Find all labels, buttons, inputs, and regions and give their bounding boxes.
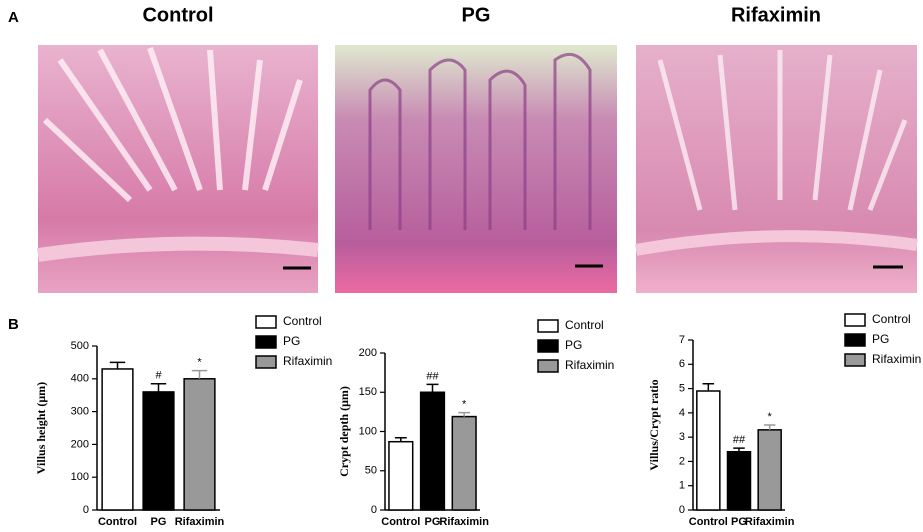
- y-tick-label: 1: [679, 480, 685, 492]
- y-axis-label: Crypt depth (μm): [337, 386, 351, 477]
- significance-label: #: [155, 370, 162, 382]
- legend-swatch: [537, 339, 559, 353]
- bar: [183, 378, 216, 511]
- significance-label: ##: [426, 370, 439, 382]
- bar: [419, 391, 446, 511]
- panel-label: A: [8, 9, 19, 26]
- x-tick-label: Rifaximin: [439, 516, 489, 527]
- x-tick-label: Control: [98, 516, 137, 527]
- legend-swatch: [255, 335, 277, 349]
- bar: [142, 391, 175, 511]
- y-tick-label: 300: [71, 406, 89, 418]
- error-bar: [109, 361, 126, 369]
- bar: [101, 368, 134, 511]
- legend-label: Rifaximin: [872, 352, 921, 366]
- x-tick-label: Rifaximin: [745, 516, 795, 527]
- bar: [451, 415, 477, 511]
- y-tick-label: 0: [371, 504, 377, 516]
- error-bar: [150, 382, 167, 392]
- x-tick-label: PG: [151, 516, 167, 527]
- significance-label: *: [462, 399, 467, 411]
- image-title: Control: [142, 4, 213, 26]
- legend-label: Control: [565, 318, 604, 332]
- image-title: PG: [462, 4, 491, 26]
- y-tick-label: 400: [71, 373, 89, 385]
- legend-label: PG: [565, 338, 582, 352]
- y-tick-label: 0: [83, 504, 89, 516]
- y-tick-label: 6: [679, 358, 685, 370]
- error-bar: [458, 411, 471, 417]
- y-tick-label: 100: [359, 425, 377, 437]
- y-tick-label: 5: [679, 382, 685, 394]
- bar: [757, 429, 782, 511]
- histology-image: [634, 45, 918, 293]
- legend-swatch: [844, 313, 866, 327]
- legend-swatch: [844, 333, 866, 347]
- x-tick-label: PG: [425, 516, 441, 527]
- y-tick-label: 50: [365, 465, 377, 477]
- histology-image: [37, 45, 319, 293]
- x-tick-label: PG: [731, 516, 747, 527]
- legend-label: Control: [872, 312, 911, 326]
- significance-label: *: [768, 411, 773, 423]
- error-bar: [426, 383, 439, 393]
- y-tick-label: 4: [679, 407, 685, 419]
- legend-swatch: [537, 359, 559, 373]
- histology-image: [335, 45, 617, 293]
- legend-label: Rifaximin: [565, 358, 614, 372]
- x-tick-label: Control: [689, 516, 728, 527]
- bar: [726, 450, 752, 511]
- legend-swatch: [255, 355, 277, 369]
- legend-label: Rifaximin: [283, 354, 332, 368]
- significance-label: ##: [733, 434, 746, 446]
- y-tick-label: 7: [679, 334, 685, 346]
- image-title: Rifaximin: [731, 4, 821, 26]
- y-tick-label: 0: [679, 504, 685, 516]
- y-tick-label: 200: [359, 347, 377, 359]
- error-bar: [394, 437, 407, 442]
- legend-label: PG: [283, 334, 300, 348]
- legend-swatch: [844, 353, 866, 367]
- y-tick-label: 2: [679, 455, 685, 467]
- significance-label: *: [197, 357, 202, 369]
- y-tick-label: 500: [71, 340, 89, 352]
- panel-label: B: [8, 316, 19, 333]
- y-axis-label: Villus height (μm): [34, 382, 48, 474]
- bar: [388, 440, 414, 511]
- error-bar: [733, 447, 745, 452]
- legend-swatch: [255, 315, 277, 329]
- legend-label: PG: [872, 332, 889, 346]
- legend-swatch: [537, 319, 559, 333]
- legend-label: Control: [283, 314, 322, 328]
- error-bar: [763, 424, 776, 430]
- error-bar: [191, 369, 208, 379]
- x-tick-label: Control: [381, 516, 420, 527]
- y-tick-label: 100: [71, 471, 89, 483]
- error-bar: [702, 382, 715, 391]
- x-tick-label: Rifaximin: [175, 516, 225, 527]
- bar: [696, 390, 721, 511]
- y-tick-label: 150: [359, 386, 377, 398]
- y-axis-label: Villus/Crypt ratio: [647, 379, 661, 470]
- y-tick-label: 200: [71, 438, 89, 450]
- y-tick-label: 3: [679, 431, 685, 443]
